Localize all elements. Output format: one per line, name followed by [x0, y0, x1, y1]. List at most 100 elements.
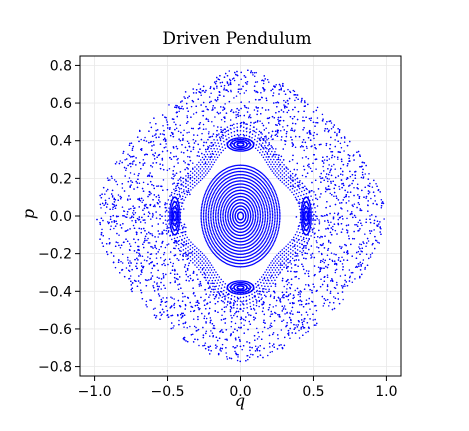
data-point	[170, 208, 173, 211]
data-point	[242, 253, 245, 255]
data-point	[205, 217, 207, 219]
data-point	[224, 135, 227, 137]
data-point	[268, 288, 270, 291]
data-point	[225, 130, 227, 133]
data-point	[267, 137, 270, 140]
data-point	[302, 193, 305, 196]
data-point	[264, 271, 266, 273]
data-point	[132, 224, 135, 227]
data-point	[277, 273, 280, 276]
data-point	[321, 113, 324, 116]
data-point	[177, 130, 180, 133]
data-point	[161, 313, 163, 316]
data-point	[309, 224, 312, 226]
data-point	[218, 193, 220, 196]
data-point	[233, 134, 236, 137]
data-point	[178, 190, 180, 193]
data-point	[207, 264, 210, 267]
data-point	[287, 243, 289, 245]
data-point	[217, 236, 220, 238]
data-point	[268, 141, 270, 144]
data-point	[263, 223, 266, 226]
data-point	[231, 165, 234, 168]
data-point	[263, 187, 266, 190]
data-point	[233, 79, 236, 82]
data-point	[275, 235, 278, 237]
data-point	[254, 232, 257, 234]
data-point	[270, 168, 272, 170]
data-point	[206, 234, 208, 237]
data-point	[260, 197, 262, 199]
data-point	[241, 186, 243, 188]
data-point	[239, 240, 241, 243]
data-point	[259, 190, 261, 193]
data-point	[264, 217, 266, 220]
data-point	[252, 218, 254, 221]
data-point	[167, 215, 170, 217]
data-point	[256, 238, 259, 240]
data-point	[231, 214, 234, 216]
data-point	[206, 271, 208, 274]
data-point	[204, 199, 207, 201]
data-point	[155, 257, 158, 259]
data-point	[291, 257, 294, 260]
data-point	[219, 197, 221, 200]
data-point	[260, 176, 263, 178]
data-point	[298, 242, 301, 245]
data-point	[306, 213, 309, 216]
data-point	[230, 219, 232, 222]
data-point	[283, 99, 285, 102]
data-point	[277, 156, 280, 159]
data-point	[257, 197, 259, 199]
data-point	[230, 264, 232, 267]
data-point	[285, 252, 288, 255]
data-point	[254, 236, 257, 239]
data-point	[223, 140, 225, 143]
data-point	[199, 254, 202, 257]
data-point	[221, 189, 223, 191]
data-point	[192, 187, 194, 189]
data-point	[187, 264, 190, 267]
data-point	[182, 296, 184, 298]
data-point	[262, 249, 264, 251]
data-point	[270, 322, 272, 324]
data-point	[271, 212, 274, 214]
data-point	[240, 183, 242, 185]
data-point	[259, 219, 261, 221]
data-point	[195, 254, 198, 256]
data-point	[210, 218, 212, 220]
data-point	[177, 232, 180, 235]
data-point	[214, 213, 217, 216]
data-point	[206, 224, 208, 227]
data-point	[157, 236, 159, 238]
data-point	[185, 185, 187, 188]
data-point	[272, 153, 275, 156]
data-point	[121, 253, 124, 256]
data-point	[293, 193, 295, 196]
data-point	[257, 215, 259, 217]
data-point	[301, 209, 304, 212]
data-point	[246, 174, 248, 177]
data-point	[299, 215, 302, 217]
data-point	[217, 220, 220, 222]
data-point	[207, 192, 209, 194]
data-point	[177, 216, 180, 219]
data-point	[271, 224, 273, 226]
data-point	[181, 197, 184, 200]
data-point	[239, 137, 242, 139]
data-point	[231, 264, 234, 267]
data-point	[264, 236, 266, 238]
data-point	[257, 192, 259, 195]
data-point	[294, 271, 297, 273]
data-point	[267, 189, 270, 191]
data-point	[236, 137, 239, 140]
data-point	[210, 145, 213, 147]
data-point	[368, 173, 370, 175]
data-point	[256, 200, 258, 203]
data-point	[244, 174, 247, 176]
data-point	[262, 239, 264, 242]
data-point	[236, 292, 239, 295]
data-point	[383, 218, 385, 220]
data-point	[218, 192, 221, 195]
data-point	[309, 228, 311, 230]
